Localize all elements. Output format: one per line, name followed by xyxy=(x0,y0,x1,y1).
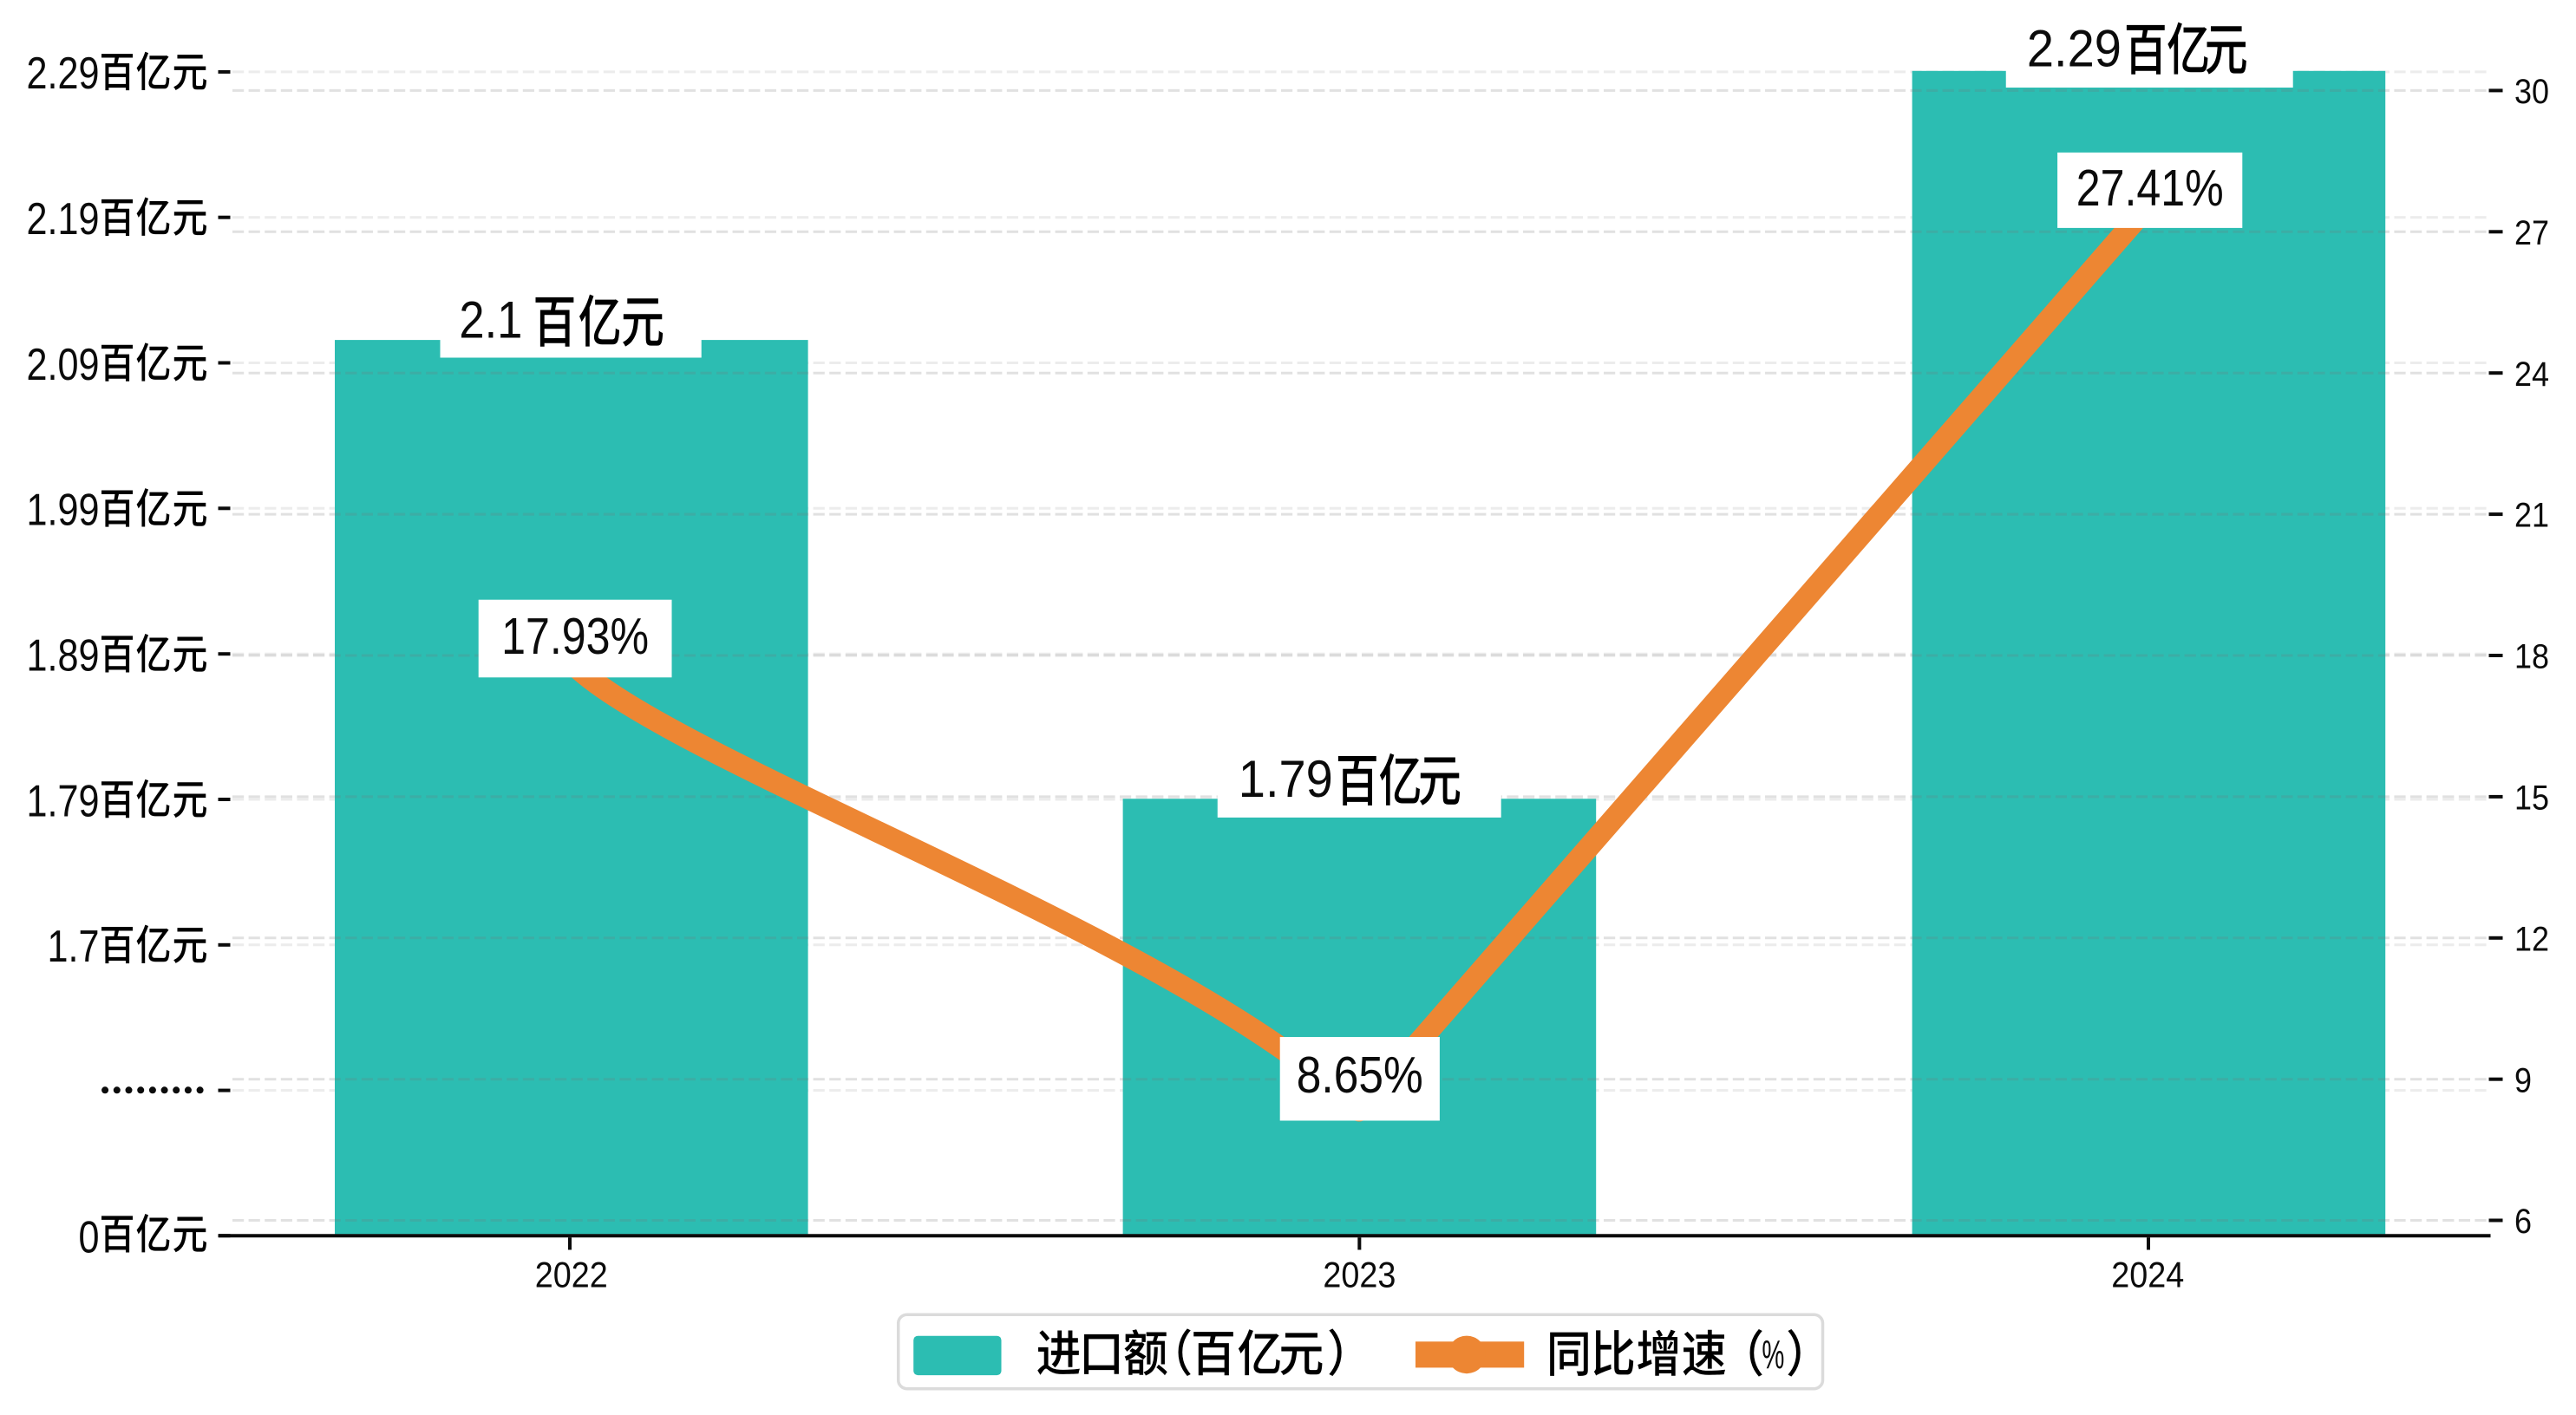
svg-text:17.93%: 17.93% xyxy=(501,608,649,665)
svg-text:27: 27 xyxy=(2514,214,2549,252)
svg-text:18: 18 xyxy=(2514,638,2549,676)
svg-text:15: 15 xyxy=(2514,779,2549,818)
svg-text:%: % xyxy=(1762,1332,1784,1377)
svg-text:1.7: 1.7 xyxy=(47,921,99,971)
svg-text:2023: 2023 xyxy=(1323,1255,1396,1295)
svg-text:0: 0 xyxy=(79,1211,100,1262)
svg-text:1.79: 1.79 xyxy=(26,775,99,825)
svg-text:2.1: 2.1 xyxy=(459,291,522,349)
svg-text:6: 6 xyxy=(2514,1203,2532,1241)
svg-text:27.41%: 27.41% xyxy=(2076,160,2224,217)
svg-text:12: 12 xyxy=(2514,920,2549,958)
svg-text:8.65%: 8.65% xyxy=(1297,1047,1423,1104)
svg-text:1.89: 1.89 xyxy=(26,629,99,680)
svg-text:24: 24 xyxy=(2514,355,2549,394)
svg-text:2.19: 2.19 xyxy=(26,193,99,244)
svg-text:1.99: 1.99 xyxy=(26,484,99,534)
svg-text:9: 9 xyxy=(2514,1061,2532,1099)
svg-text:2024: 2024 xyxy=(2111,1255,2184,1295)
svg-text:2.29: 2.29 xyxy=(26,48,99,98)
svg-text:2.09: 2.09 xyxy=(26,339,99,389)
svg-text:1.79: 1.79 xyxy=(1239,750,1333,808)
svg-text:2.29: 2.29 xyxy=(2027,19,2122,77)
svg-text:2022: 2022 xyxy=(535,1255,608,1295)
svg-text:21: 21 xyxy=(2514,497,2549,535)
svg-text:30: 30 xyxy=(2514,73,2549,111)
